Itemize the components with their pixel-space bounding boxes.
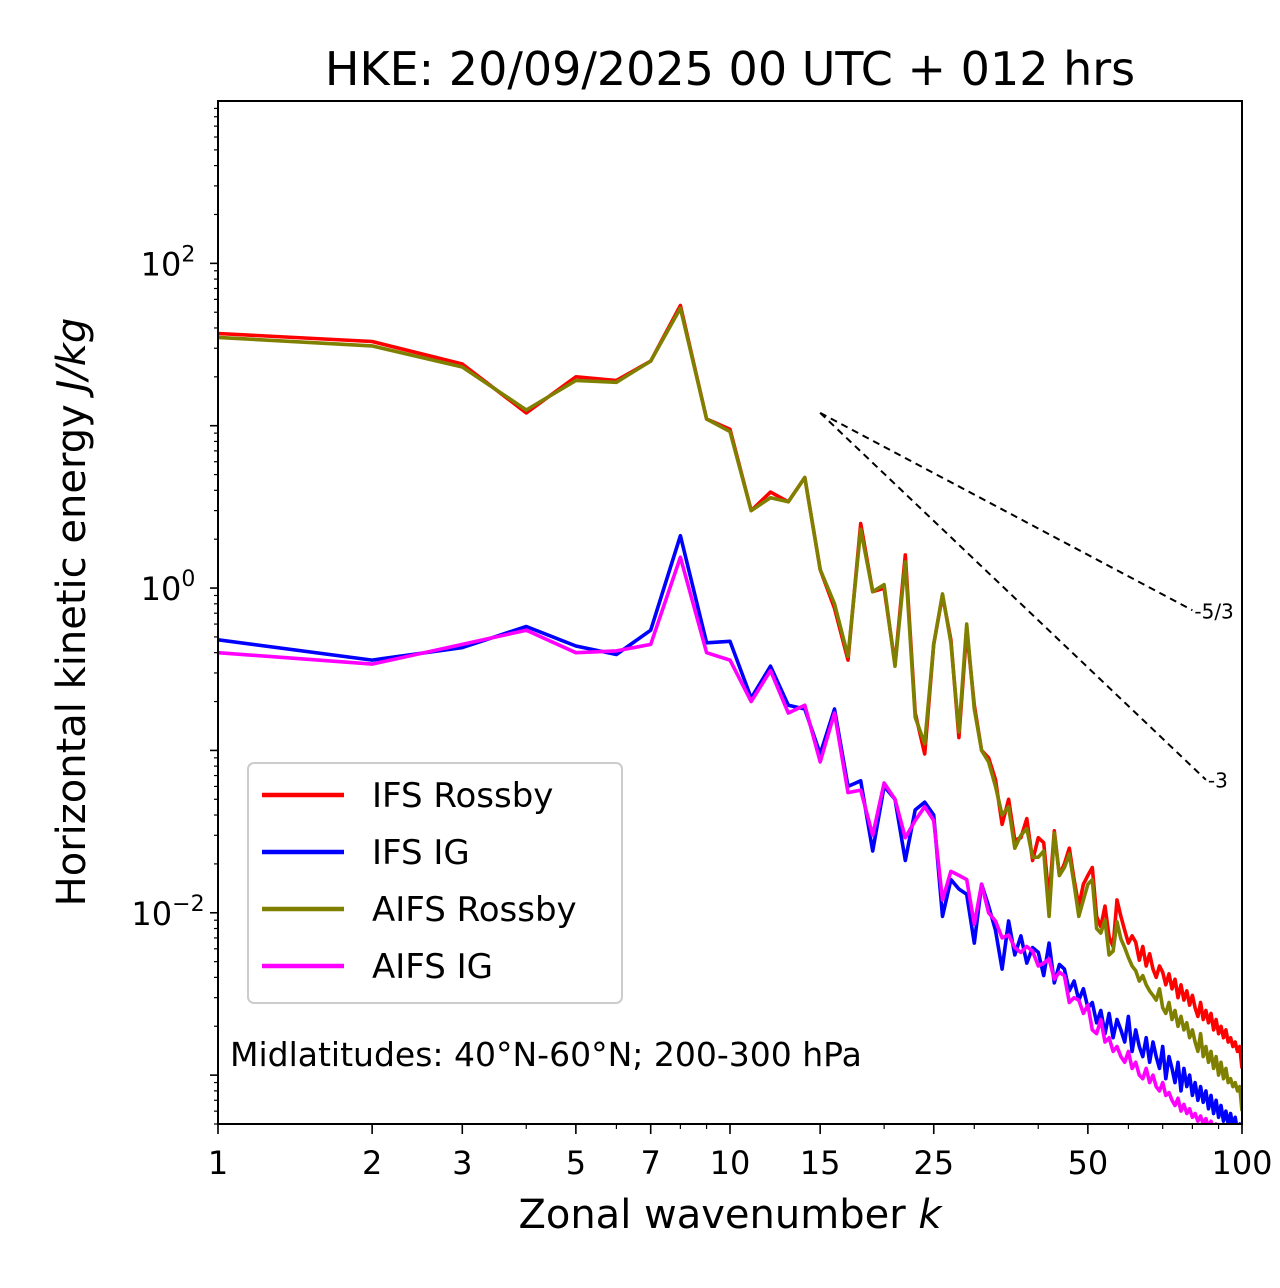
x-tick-label: 50 bbox=[1068, 1144, 1109, 1182]
x-axis-label-text: Zonal wavenumber bbox=[518, 1192, 906, 1238]
x-axis-ticks: 1 2 3 5 7 10 15 25 50 100 bbox=[208, 1124, 1273, 1182]
legend-label: AIFS Rossby bbox=[372, 890, 577, 930]
region-annotation: Midlatitudes: 40°N-60°N; 200-300 hPa bbox=[230, 1035, 862, 1074]
chart-title: HKE: 20/09/2025 00 UTC + 012 hrs bbox=[325, 42, 1135, 96]
x-tick-label: 7 bbox=[641, 1144, 661, 1182]
legend-label: IFS Rossby bbox=[372, 776, 553, 816]
x-tick-label: 25 bbox=[913, 1144, 954, 1182]
reference-slope-lines bbox=[819, 411, 1207, 781]
x-axis-label: Zonal wavenumber k bbox=[518, 1192, 943, 1238]
series-line-aifs-rossby bbox=[218, 306, 1242, 1112]
slope-label: -3 bbox=[1208, 769, 1228, 793]
y-axis-label: Horizontal kinetic energy J/kg bbox=[49, 318, 95, 907]
slope-line bbox=[819, 411, 1193, 612]
y-tick-label: 100 bbox=[141, 567, 196, 608]
slope-label: -5/3 bbox=[1194, 599, 1233, 623]
x-tick-label: 2 bbox=[362, 1144, 382, 1182]
x-tick-label: 5 bbox=[566, 1144, 586, 1182]
x-tick-label: 10 bbox=[710, 1144, 751, 1182]
x-tick-label: 3 bbox=[452, 1144, 472, 1182]
y-axis-label-unit: J/kg bbox=[49, 318, 95, 399]
legend-label: IFS IG bbox=[372, 833, 470, 873]
legend-label: AIFS IG bbox=[372, 947, 493, 987]
x-axis-label-var: k bbox=[918, 1192, 943, 1238]
y-axis-label-text: Horizontal kinetic energy bbox=[49, 404, 95, 906]
slope-line bbox=[819, 412, 1207, 781]
y-tick-label: 10−2 bbox=[131, 892, 204, 933]
y-tick-label: 102 bbox=[141, 242, 196, 283]
series-line-ifs-ig bbox=[218, 533, 1242, 1124]
series-lines bbox=[218, 303, 1242, 1124]
x-tick-label: 100 bbox=[1211, 1144, 1272, 1182]
series-line-aifs-ig bbox=[218, 555, 1218, 1124]
x-tick-label: 1 bbox=[208, 1144, 228, 1182]
y-axis-ticks: 10−2 100 102 bbox=[131, 107, 218, 1125]
legend-box bbox=[247, 762, 623, 1004]
x-tick-label: 15 bbox=[800, 1144, 841, 1182]
legend: IFS Rossby IFS IG AIFS Rossby AIFS IG bbox=[247, 762, 623, 1004]
slope-labels: -5/3 -3 bbox=[1194, 599, 1233, 792]
